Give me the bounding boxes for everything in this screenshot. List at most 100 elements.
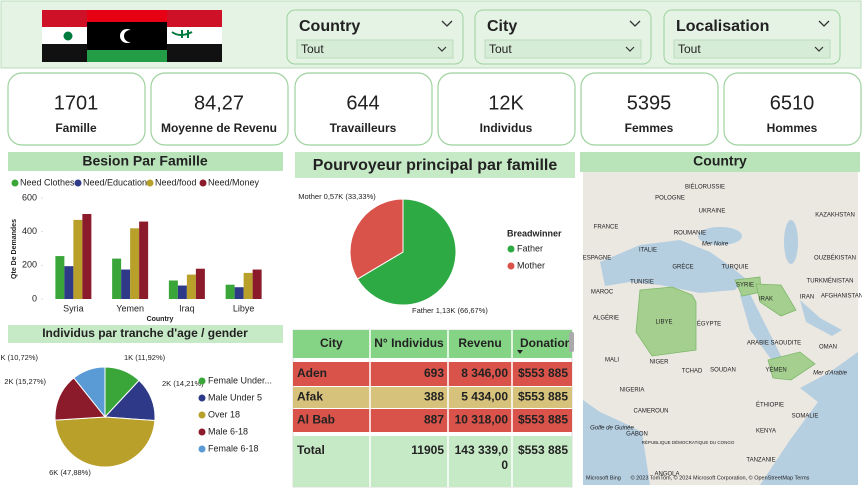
chevron: [814, 46, 824, 52]
table-cell: $553 885: [518, 366, 568, 380]
pie-slice: [54, 416, 156, 468]
table-cell: 887: [424, 413, 444, 427]
chevron: [437, 46, 447, 52]
legend-marker: [198, 428, 206, 436]
map-water: [800, 300, 842, 336]
map-label: TUNISIE: [630, 280, 654, 286]
filter-title: Country: [299, 18, 360, 35]
filter-dropdown[interactable]: [673, 39, 831, 59]
map-label: Mer Noire: [702, 242, 729, 248]
script: [171, 30, 193, 38]
map-label: TURKMÉNISTAN: [807, 278, 854, 285]
kpi-card: [294, 72, 433, 146]
map-label: OMAN: [819, 345, 837, 351]
kpi-label: Moyenne de Revenu: [161, 121, 277, 135]
kpi-card: [723, 72, 862, 146]
map-title: Country: [693, 153, 747, 169]
filter-dropdown[interactable]: [484, 39, 642, 59]
kpi-label: Femmes: [625, 121, 674, 135]
table-header-bg: [293, 330, 572, 358]
bar: [64, 266, 74, 299]
map-label: TCHAD: [682, 369, 703, 375]
map-label: MAROC: [591, 290, 614, 296]
y-tick-label: 200: [22, 260, 37, 270]
map-label: ÉGYPTE: [697, 321, 721, 328]
crescent: [124, 30, 136, 42]
table-row-bg: [293, 409, 572, 432]
chevron: [625, 46, 635, 52]
legend-label: Male 6-18: [208, 426, 248, 436]
legend-label: Father: [517, 243, 543, 253]
table-cell: 5 434,00: [461, 390, 508, 404]
map-water: [698, 227, 742, 245]
highlighted-country: [635, 286, 697, 357]
map-label: SOUDAN: [710, 368, 736, 374]
data-label: 6K (47,88%): [49, 468, 91, 477]
map-label: Mer d'Arabie: [813, 371, 847, 377]
kpi-value: 84,27: [194, 92, 244, 114]
table-cell: 10 318,00: [455, 413, 509, 427]
legend-label: Need Clothes: [20, 177, 75, 187]
y-axis-label: Qte De Demandes: [11, 219, 18, 279]
map-label: ANGOLA: [654, 472, 679, 478]
data-label: 2K (15,27%): [4, 377, 46, 386]
kpi-label: Individus: [480, 121, 533, 135]
table-cell: 693: [424, 366, 444, 380]
table-cell: $553 885: [518, 413, 568, 427]
table-cell: 388: [424, 390, 444, 404]
scrollbar: [569, 332, 574, 352]
map-label: ITALIE: [639, 248, 657, 254]
kpi-value: 1701: [54, 92, 99, 114]
legend-label: Female 6-18: [208, 443, 259, 453]
text-line: 0: [501, 458, 508, 472]
y-tick-label: 0: [32, 293, 37, 303]
filter-dropdown[interactable]: [296, 39, 454, 59]
chart-title: Individus par tranche d'age / gender: [42, 326, 248, 340]
map-label: CAMEROUN: [633, 409, 668, 415]
bar: [225, 284, 235, 299]
legend-marker: [507, 262, 515, 270]
column-header: City: [320, 336, 343, 350]
pie-slice: [356, 198, 457, 306]
x-tick-label: Libye: [233, 303, 255, 313]
pie-slice: [73, 366, 106, 419]
star: [63, 31, 73, 41]
flag-band: [87, 50, 167, 62]
legend-label: Mother: [517, 260, 545, 270]
pie-slice: [349, 198, 404, 280]
legend-marker: [507, 245, 515, 253]
map-label: TURQUIE: [722, 265, 749, 271]
map-label: BIÉLORUSSIE: [685, 184, 725, 191]
x-tick-label: Yemen: [116, 303, 144, 313]
panel-title-bg: [295, 152, 575, 178]
map-label: FRANCE: [594, 225, 619, 231]
table-cell: Aden: [297, 366, 327, 380]
legend-label: Need/Education: [83, 177, 147, 187]
map-label: ARABIE SAOUDITE: [747, 341, 801, 347]
map-label: TANZANIE: [746, 458, 775, 464]
table-total-cell: Total: [297, 443, 325, 457]
kpi-value: 6510: [770, 92, 815, 114]
flags: [42, 10, 222, 62]
map-water: [760, 352, 858, 485]
map-attribution: © 2023 TomTom, © 2024 Microsoft Corporat…: [631, 474, 810, 481]
chart-title: Pourvoyeur principal par famille: [313, 157, 558, 174]
map-label: RÉPUBLIQUE DÉMOCRATIQUE DU CONGO: [642, 439, 735, 445]
kpi-card: [7, 72, 146, 146]
filter-value: Tout: [678, 42, 701, 56]
bar: [139, 221, 149, 299]
bar: [82, 213, 92, 299]
y-tick-label: 600: [22, 192, 37, 202]
legend-marker: [198, 377, 206, 385]
kpi-label: Famille: [55, 121, 97, 135]
table-cell: Al Bab: [297, 413, 335, 427]
bar: [234, 287, 244, 299]
map-label: ÉTHIOPIE: [756, 402, 784, 409]
map-label: ROUMANIE: [674, 231, 706, 237]
map-label: SOMALIE: [792, 414, 819, 420]
map-label: NIGERIA: [620, 388, 645, 394]
bar: [168, 280, 178, 299]
legend-label: Need/food: [155, 177, 197, 187]
kpi-value: 644: [346, 92, 379, 114]
